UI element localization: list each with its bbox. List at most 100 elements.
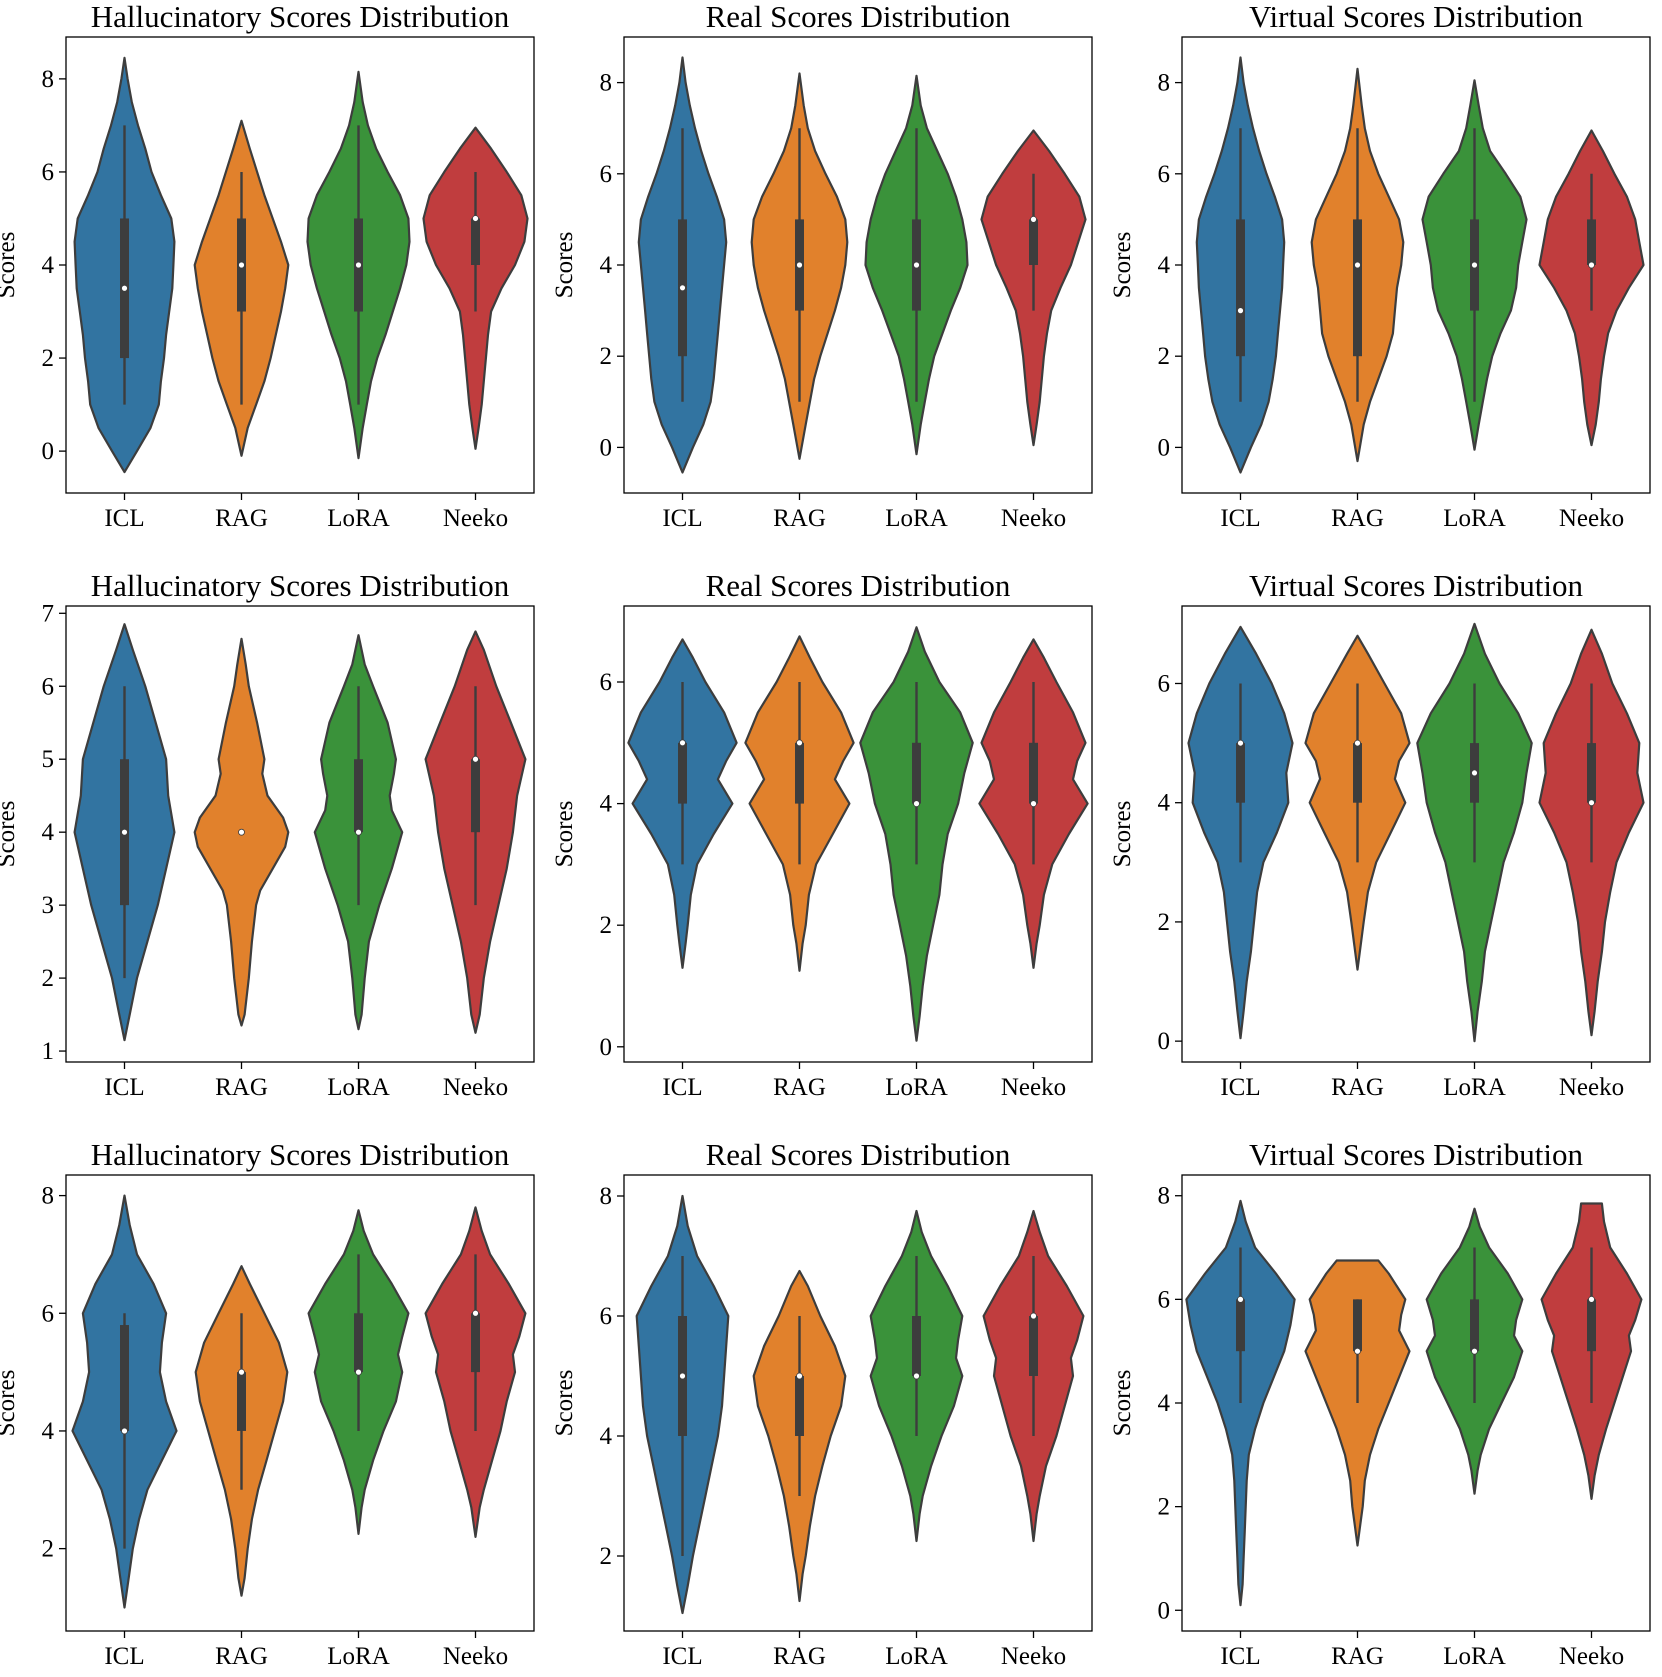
subplot-5: Real Scores Distribution Scores 0 2 4 6 ICL RAG… [551, 568, 1093, 1101]
y-tick-label: 8 [42, 1183, 55, 1210]
x-tick-label: RAG [773, 505, 826, 532]
y-tick-label: 6 [1158, 161, 1171, 188]
median-dot-lora [913, 800, 920, 807]
y-tick-label: 8 [1158, 70, 1171, 97]
median-dot-rag [1354, 1347, 1361, 1355]
median-dot-icl [1237, 307, 1244, 315]
median-dot-neeko [1588, 261, 1595, 269]
y-axis-label: Scores [551, 1370, 578, 1437]
x-tick-label: LoRA [327, 505, 390, 532]
y-tick-label: 0 [1158, 434, 1171, 461]
median-dot-icl [121, 284, 128, 292]
median-dot-lora [355, 1368, 362, 1376]
median-dot-lora [1471, 261, 1478, 269]
y-tick-label: 2 [42, 345, 55, 372]
x-tick-label: LoRA [885, 1074, 948, 1101]
median-dot-neeko [1030, 215, 1037, 223]
iqr-box-lora [354, 759, 363, 833]
iqr-box-neeko [1029, 219, 1038, 265]
x-tick-label: ICL [1220, 505, 1260, 532]
x-tick-label: RAG [773, 1643, 826, 1670]
x-tick-label: Neeko [1559, 1074, 1624, 1101]
iqr-box-rag [237, 1372, 246, 1431]
iqr-box-rag [1353, 1299, 1362, 1352]
iqr-box-rag [1353, 219, 1362, 357]
median-dot-rag [796, 261, 803, 269]
median-dot-lora [355, 261, 362, 269]
y-tick-label: 4 [1158, 252, 1171, 279]
iqr-box-neeko [471, 759, 480, 833]
y-tick-label: 6 [42, 1300, 55, 1327]
iqr-box-neeko [471, 1313, 480, 1373]
y-axis-label: Scores [1109, 1370, 1136, 1437]
median-dot-neeko [472, 215, 479, 222]
x-tick-label: RAG [1331, 505, 1384, 532]
iqr-box-neeko [1587, 219, 1596, 265]
y-tick-label: 0 [1158, 1028, 1171, 1055]
median-dot-rag [238, 261, 245, 269]
iqr-box-lora [1470, 1299, 1479, 1352]
y-tick-label: 2 [1158, 1494, 1171, 1521]
y-axis-label: Scores [0, 1370, 20, 1437]
x-tick-label: Neeko [1001, 1643, 1066, 1670]
median-dot-neeko [1588, 1295, 1595, 1303]
x-tick-label: LoRA [1443, 505, 1506, 532]
x-tick-label: ICL [104, 1643, 144, 1670]
subplot-title: Real Scores Distribution [706, 1137, 1011, 1172]
x-tick-label: ICL [1220, 1643, 1260, 1670]
y-tick-label: 4 [42, 1418, 55, 1445]
x-tick-label: RAG [1331, 1074, 1384, 1101]
median-dot-neeko [472, 755, 479, 763]
median-dot-neeko [1588, 799, 1595, 807]
x-tick-label: ICL [104, 505, 144, 532]
y-tick-label: 4 [600, 1423, 613, 1450]
median-dot-rag [1354, 739, 1361, 747]
median-dot-icl [679, 1372, 686, 1380]
median-dot-icl [679, 739, 686, 747]
x-tick-label: LoRA [1443, 1643, 1506, 1670]
x-tick-label: LoRA [885, 1643, 948, 1670]
iqr-box-icl [1236, 1299, 1245, 1352]
median-dot-icl [679, 284, 686, 292]
subplot-7: Hallucinatory Scores Distribution Scores 2… [0, 1137, 535, 1670]
y-tick-label: 8 [42, 66, 55, 93]
iqr-box-neeko [1029, 1316, 1038, 1376]
median-dot-rag [238, 1368, 245, 1376]
y-tick-label: 8 [600, 1183, 613, 1210]
subplot-title: Real Scores Distribution [706, 568, 1011, 603]
subplot-title: Hallucinatory Scores Distribution [91, 0, 510, 34]
median-dot-rag [238, 828, 245, 836]
axes-frame [65, 605, 535, 1063]
x-tick-label: Neeko [1559, 1643, 1624, 1670]
y-tick-label: 2 [1158, 909, 1171, 936]
x-tick-label: Neeko [1001, 1074, 1066, 1101]
y-tick-label: 8 [600, 70, 613, 97]
subplot-8: Real Scores Distribution Scores 2 4 6 8 ICL RAG… [551, 1137, 1093, 1670]
axes-frame [623, 1174, 1093, 1632]
y-tick-label: 4 [600, 791, 613, 818]
subplot-1: Hallucinatory Scores Distribution Scores 0… [0, 0, 535, 532]
median-dot-lora [913, 261, 920, 269]
y-axis-label: Scores [551, 232, 578, 299]
x-tick-label: LoRA [327, 1074, 390, 1101]
median-dot-icl [1237, 739, 1244, 747]
x-tick-label: LoRA [327, 1643, 390, 1670]
x-tick-label: Neeko [1559, 505, 1624, 532]
y-axis-label: Scores [0, 232, 20, 299]
y-axis-label: Scores [551, 801, 578, 868]
median-dot-neeko [1030, 800, 1037, 807]
x-tick-label: RAG [215, 1643, 268, 1670]
y-tick-label: 4 [1158, 790, 1171, 817]
iqr-box-neeko [471, 218, 480, 265]
subplot-title: Virtual Scores Distribution [1249, 1137, 1583, 1172]
subplot-6: Virtual Scores Distribution Scores 0 2 4 6 ICL… [1109, 568, 1651, 1101]
iqr-box-icl [1236, 743, 1245, 803]
subplot-4: Hallucinatory Scores Distribution Scores 1… [0, 568, 535, 1101]
y-tick-label: 5 [42, 746, 55, 773]
subplot-title: Virtual Scores Distribution [1249, 0, 1583, 34]
median-dot-lora [355, 828, 362, 836]
x-tick-label: Neeko [1001, 505, 1066, 532]
y-tick-label: 0 [42, 438, 55, 465]
x-tick-label: LoRA [1443, 1074, 1506, 1101]
